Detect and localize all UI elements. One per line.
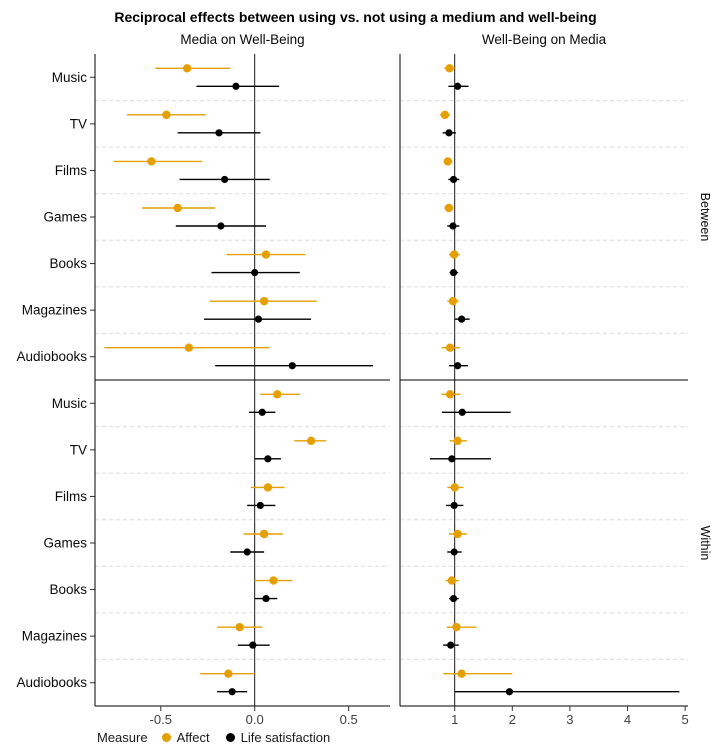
point-affect-books	[447, 576, 457, 585]
panel-header-well-being-on-media: Well-Being on Media	[482, 32, 607, 47]
point-affect-music	[182, 64, 192, 73]
category-label-books: Books	[49, 582, 87, 597]
x-tick-label: 4	[624, 712, 631, 727]
point-affect-audiobooks	[457, 669, 466, 678]
x-tick-label: 2	[509, 712, 516, 727]
point-affect-magazines	[452, 622, 461, 632]
point-life-satisfaction-tv	[215, 129, 223, 137]
point-life-satisfaction-magazines	[458, 315, 466, 323]
category-label-tv: TV	[70, 116, 87, 131]
point-life-satisfaction-books	[449, 594, 458, 603]
x-tick-label: 5	[682, 712, 689, 727]
point-affect-magazines	[235, 622, 244, 632]
category-label-books: Books	[49, 256, 87, 271]
legend-item-life-satisfaction: Life satisfaction	[225, 730, 331, 745]
category-label-games: Games	[43, 210, 87, 225]
point-affect-music	[445, 390, 455, 399]
point-affect-music	[273, 390, 282, 399]
x-tick-label: 0.0	[246, 712, 264, 727]
category-label-magazines: Magazines	[22, 629, 88, 644]
point-life-satisfaction-tv	[264, 455, 272, 463]
point-life-satisfaction-tv	[445, 129, 453, 137]
point-affect-games	[453, 529, 462, 539]
point-life-satisfaction-music	[458, 408, 466, 416]
point-life-satisfaction-music	[232, 82, 240, 90]
point-life-satisfaction-films	[256, 501, 264, 510]
point-affect-films	[147, 157, 156, 166]
x-tick-label: 3	[566, 712, 573, 727]
point-life-satisfaction-books	[251, 268, 259, 277]
point-life-satisfaction-games	[243, 548, 251, 556]
point-life-satisfaction-music	[454, 82, 462, 90]
point-life-satisfaction-music	[258, 408, 266, 416]
category-label-music: Music	[52, 396, 88, 411]
category-label-games: Games	[43, 536, 87, 551]
point-affect-games	[444, 203, 454, 213]
life-satisfaction-point-icon	[225, 733, 235, 742]
point-affect-tv	[306, 436, 316, 446]
point-life-satisfaction-tv	[448, 455, 456, 463]
legend-title: Measure	[97, 730, 148, 745]
point-affect-films	[450, 483, 459, 492]
category-label-films: Films	[55, 163, 87, 178]
chart-title: Reciprocal effects between using vs. not…	[114, 9, 597, 25]
strip-label-between: Between	[698, 193, 711, 242]
strip-label-within: Within	[698, 526, 711, 561]
point-life-satisfaction-films	[450, 501, 458, 510]
legend-label-life-satisfaction: Life satisfaction	[240, 730, 331, 745]
legend-label-affect: Affect	[176, 730, 210, 745]
point-life-satisfaction-films	[449, 175, 458, 184]
category-label-audiobooks: Audiobooks	[16, 675, 87, 690]
point-life-satisfaction-magazines	[249, 641, 257, 649]
point-affect-books	[449, 250, 459, 259]
category-label-music: Music	[52, 70, 88, 85]
legend: Measure Affect Life satisfaction	[97, 730, 711, 745]
point-affect-books	[261, 250, 271, 259]
point-life-satisfaction-books	[262, 594, 270, 603]
x-tick-label: 0.5	[340, 712, 358, 727]
category-label-magazines: Magazines	[22, 303, 88, 318]
point-life-satisfaction-games	[450, 548, 458, 556]
point-affect-games	[173, 203, 182, 213]
point-life-satisfaction-magazines	[447, 641, 455, 649]
point-life-satisfaction-audiobooks	[505, 688, 514, 696]
legend-item-affect: Affect	[161, 730, 210, 745]
category-label-audiobooks: Audiobooks	[16, 349, 87, 364]
category-label-tv: TV	[70, 442, 87, 457]
x-tick-label: 1	[451, 712, 458, 727]
point-affect-audiobooks	[184, 343, 194, 352]
point-affect-films	[263, 483, 273, 492]
panel-header-media-on-well-being: Media on Well-Being	[180, 32, 304, 47]
point-life-satisfaction-books	[449, 268, 458, 277]
point-life-satisfaction-magazines	[254, 315, 263, 323]
point-affect-magazines	[448, 296, 458, 306]
point-life-satisfaction-audiobooks	[288, 362, 296, 370]
point-affect-tv	[162, 110, 171, 120]
point-affect-books	[269, 576, 278, 585]
forest-plot: Media on Well-Being Well-Being on Media Be…	[16, 32, 711, 727]
point-affect-tv	[440, 110, 450, 120]
affect-point-icon	[161, 733, 171, 742]
point-affect-audiobooks	[445, 343, 455, 352]
point-life-satisfaction-games	[449, 222, 457, 230]
point-life-satisfaction-audiobooks	[454, 362, 462, 370]
point-affect-magazines	[259, 296, 269, 306]
point-affect-games	[259, 529, 269, 539]
point-affect-music	[445, 64, 454, 73]
point-life-satisfaction-games	[217, 222, 225, 230]
point-affect-tv	[453, 436, 462, 446]
category-label-films: Films	[55, 489, 87, 504]
x-tick-label: -0.5	[150, 712, 172, 727]
point-affect-films	[443, 157, 453, 166]
point-affect-audiobooks	[224, 669, 233, 678]
point-life-satisfaction-audiobooks	[228, 688, 236, 696]
point-life-satisfaction-films	[221, 175, 229, 184]
